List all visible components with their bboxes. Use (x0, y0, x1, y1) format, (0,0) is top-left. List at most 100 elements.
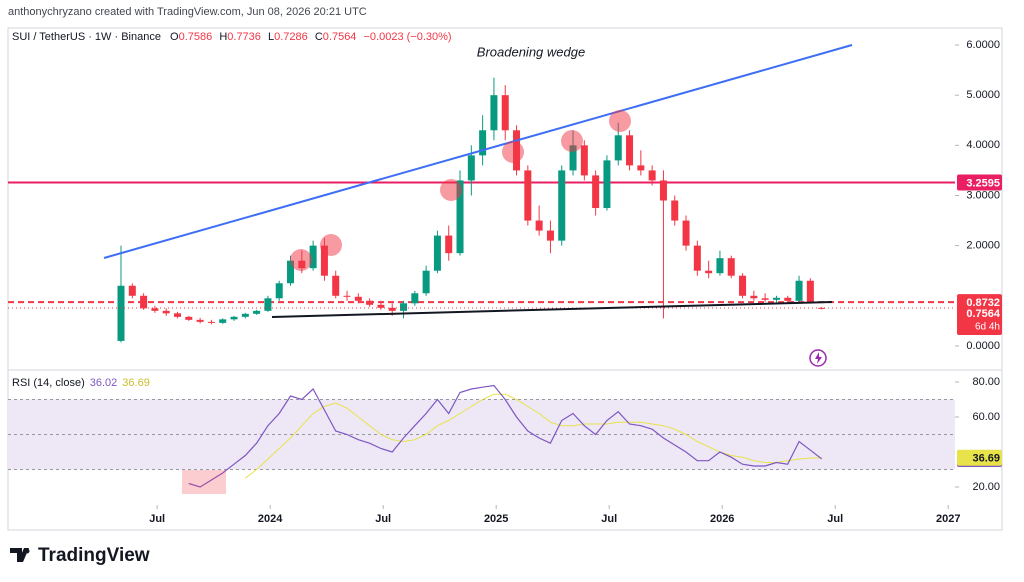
candle-body (128, 285, 136, 296)
level-label-box (957, 294, 1002, 311)
candle-body (343, 295, 351, 297)
candle-body (772, 297, 780, 300)
rsi-line (244, 393, 822, 479)
candle-body (230, 316, 238, 320)
candle-body (309, 245, 317, 269)
ohlc-label: H (219, 31, 227, 43)
rsi-legend-item: 36.69 (122, 377, 150, 389)
brand: TradingView (38, 545, 150, 566)
candle-body (739, 275, 747, 296)
candle-body (117, 285, 125, 341)
candle-body (716, 258, 724, 274)
candle-body (682, 220, 690, 246)
credit: anthonychryzano created with TradingView… (8, 6, 367, 18)
candle-body (524, 170, 532, 221)
y-tick-label: 80.00 (972, 376, 1000, 388)
touch-point (440, 179, 462, 201)
touch-point (609, 110, 631, 132)
y-tick-label: 6.0000 (966, 39, 1000, 51)
symbol: SUI / TetherUS · 1W · Binance (12, 31, 161, 43)
candle-body (795, 280, 803, 301)
candle-body (140, 295, 148, 309)
candle-body (603, 160, 611, 209)
candle-body (445, 235, 453, 254)
candle-body (761, 298, 769, 300)
candle-body (162, 310, 170, 314)
y-tick-label: 0.0000 (966, 340, 1000, 352)
candle-body (320, 245, 328, 276)
candle-body (784, 297, 792, 301)
ohlc-value: 0.7586 (179, 31, 213, 43)
candle-body (806, 280, 814, 303)
candle-body (592, 175, 600, 209)
x-tick-label: 2024 (258, 513, 283, 525)
event-icon[interactable] (809, 349, 827, 367)
candle-body (400, 303, 408, 311)
x-tick-label: Jul (375, 513, 391, 525)
candle-body (546, 230, 554, 241)
rsi-legend: RSI (14, close) 36.02 36.69 (12, 377, 150, 389)
y-tick-label: 20.00 (972, 481, 1000, 493)
candle-body (185, 316, 193, 320)
candle-body (750, 295, 758, 299)
last-price-box (957, 306, 1002, 335)
candle-body (693, 245, 701, 271)
candle-body (501, 95, 509, 131)
brand-icon (10, 548, 29, 562)
chart-frame (7, 27, 1003, 531)
candle-body (580, 145, 588, 176)
level-label: 3.2595 (966, 177, 1000, 189)
candle-body (569, 145, 577, 171)
ohlc-value: 0.7736 (227, 31, 261, 43)
candle-body (354, 296, 362, 301)
candle-body (377, 304, 385, 308)
candle-body (388, 307, 396, 311)
ohlc-value: 0.7564 (323, 31, 357, 43)
last-price-label: 0.7564 (966, 308, 1001, 320)
y-tick-label: 5.0000 (966, 89, 1000, 101)
candle-body (207, 321, 215, 323)
rsi-legend-item: RSI (14, close) (12, 377, 85, 389)
countdown: 6d 4h (975, 322, 1000, 333)
ohlc-label: L (268, 31, 274, 43)
candle-body (659, 180, 667, 201)
y-tick-label: 60.00 (972, 411, 1000, 423)
touch-point (561, 130, 583, 152)
ohlc-label: C (315, 31, 323, 43)
candle-body (241, 313, 249, 317)
candle-body (264, 298, 272, 311)
candle-body (558, 170, 566, 241)
candle-body (490, 95, 498, 131)
level-label-box (957, 174, 1002, 191)
candle-body (727, 258, 735, 276)
ohlc-value: 0.7286 (274, 31, 308, 43)
series-value-label-box (957, 449, 1002, 466)
touch-point (320, 234, 342, 256)
brand-icon-dot (24, 548, 30, 554)
rsi-legend-item: 36.02 (90, 377, 118, 389)
candle-body (332, 275, 340, 296)
event-icon-bolt (815, 352, 822, 364)
touch-points (290, 110, 631, 271)
candle-body (151, 308, 159, 311)
candle-body (479, 130, 487, 156)
wedge-upper (103, 44, 853, 259)
candle-body (287, 260, 295, 284)
candle-body (275, 283, 283, 299)
ohlc-label: O (170, 31, 179, 43)
drawings (103, 44, 853, 494)
x-tick-label: 2025 (484, 513, 508, 525)
symbol-legend: SUI / TetherUS · 1W · Binance O0.7586 H0… (12, 31, 452, 43)
candle-body (411, 293, 419, 304)
candle-body (467, 155, 475, 181)
x-tick-label: Jul (149, 513, 165, 525)
candle-body (253, 310, 261, 314)
candle-body (433, 235, 441, 271)
candle-body (818, 307, 826, 309)
candle-body (705, 270, 713, 274)
change: −0.0023 (−0.30%) (364, 31, 452, 43)
candle-body (366, 300, 374, 305)
candle-body (456, 180, 464, 254)
